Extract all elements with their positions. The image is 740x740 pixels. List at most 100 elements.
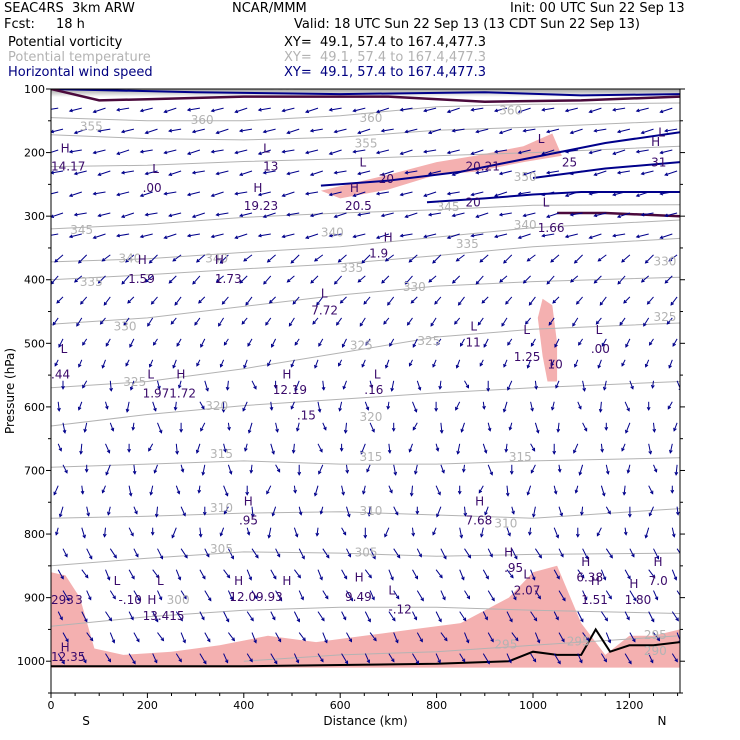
wind-vector [605,548,613,558]
y-tick-label: 200 [24,147,45,160]
wind-vector [507,380,513,391]
wind-vector-head [659,191,664,196]
wind-vector-head [105,405,109,410]
wind-vector [405,275,413,285]
wind-vector [589,107,602,113]
wind-vector-head [82,384,86,389]
wind-vector-head [337,258,342,263]
wind-vector [435,485,441,495]
wind-vector [447,233,460,239]
wind-vector-head [80,300,84,305]
wind-vector [169,128,182,132]
wind-vector-head [457,301,462,306]
wind-vector-head [129,386,134,391]
wind-vector-head [380,128,385,133]
extremum-label: L [114,574,121,588]
wind-vector-head [480,533,484,538]
wind-vector-head [404,170,409,175]
wind-vector [573,443,579,454]
wind-vector-head [644,363,649,368]
wind-vector [293,569,301,579]
wind-vector-head [505,492,510,497]
wind-vector-head [46,234,49,237]
wind-vector [617,212,631,218]
wind-vector-head [107,511,111,516]
wind-vector-head [239,172,243,176]
wind-vector-head [238,213,244,218]
wind-vector [636,191,649,197]
wind-vector-head [137,597,141,602]
wind-vector [454,317,461,325]
theta-label: 335 [456,237,479,251]
wind-vector [407,317,413,326]
theta-contour [51,120,680,141]
wind-vector-head [389,342,393,347]
wind-vector [653,632,660,641]
wind-vector-head [524,320,529,325]
wind-vector [322,548,330,558]
wind-vector-head [339,299,344,304]
wind-vector-head [375,150,380,155]
wind-vector [660,107,673,113]
wind-vector [178,380,182,388]
wind-vector [505,296,513,305]
wind-vector-head [239,279,244,284]
extremum-label: L [321,287,328,301]
wind-vector-head [352,234,357,239]
wind-vector [314,485,319,496]
wind-vector-head [55,531,59,536]
extremum-label: H [581,555,590,569]
wind-vector [78,359,83,367]
wind-vector [292,296,300,305]
wind-vector [157,422,162,433]
wind-vector-head [443,637,448,642]
wind-vector-head [101,364,106,369]
wind-vector-head [517,109,522,114]
wind-vector-head [626,407,630,412]
wind-vector-head [626,616,630,621]
wind-vector [322,380,325,390]
wind-vector-head [559,512,564,517]
extremum-label: H [651,135,660,149]
wind-vector [529,296,536,306]
wind-vector [244,443,248,451]
wind-vector-head [64,553,68,558]
wind-vector [98,212,111,217]
wind-vector [246,611,254,621]
wind-vector-head [271,343,275,348]
wind-vector-head [596,532,601,537]
y-tick-label: 700 [24,464,45,477]
wind-vector-head [158,596,163,601]
wind-vector-head [467,554,472,559]
wind-vector [385,254,395,262]
wind-vector-head [599,301,604,306]
wind-vector-head [361,363,365,368]
wind-vector-head [572,322,576,327]
wind-vector [275,548,281,557]
wind-vector-head [51,170,55,175]
wind-vector [334,212,347,218]
wind-vector [476,170,489,174]
wind-vector [487,422,491,431]
wind-vector-head [125,258,129,263]
wind-vector-head [546,280,551,285]
extremum-label: 25 [562,156,577,170]
wind-vector [507,338,513,346]
wind-vector-head [57,407,61,412]
wind-vector [439,380,442,389]
wind-vector [393,548,401,558]
wind-vector [317,443,323,453]
wind-vector-head [612,151,617,156]
wind-vector-head [206,553,210,558]
wind-vector-head [155,574,160,579]
wind-vector-head [230,555,234,560]
wind-vector-head [373,637,377,642]
wind-vector [554,338,560,348]
wind-vector [223,338,229,346]
wind-vector-head [386,405,391,410]
x-tick-label: 1200 [615,699,643,712]
wind-vector [534,422,539,433]
wind-vector-head [82,534,86,539]
wind-vector [582,590,588,600]
wind-vector [353,233,366,238]
